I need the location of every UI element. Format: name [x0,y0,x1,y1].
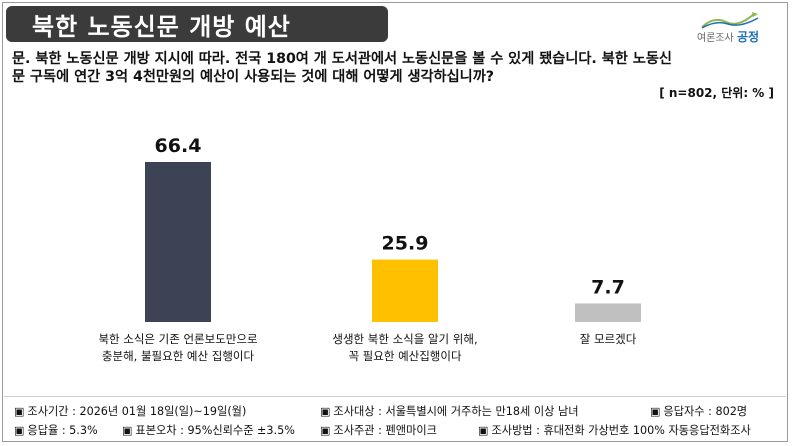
page-title: 북한 노동신문 개방 예산 [32,12,291,41]
question-text: 문. 북한 노동신문 개방 지시에 따라. 전국 180여 개 도서관에서 노동… [12,50,782,86]
bullet-icon: ▣ [122,424,133,437]
footer-method: ▣ 조사방법 : 휴대전화 가상번호 100% 자동응답전화조사 [478,422,751,438]
bullet-icon: ▣ [478,424,489,437]
question-line-2: 문 구독에 연간 3억 4천만원의 예산이 사용되는 것에 대해 어떻게 생각하… [12,69,494,85]
logo-small-text: 여론조사 [696,33,734,44]
logo-wave-icon [701,12,759,29]
question-line-1: 문. 북한 노동신문 개방 지시에 따라. 전국 180여 개 도서관에서 노동… [12,51,672,67]
bar-3 [575,303,641,322]
bullet-icon: ▣ [14,405,25,418]
data-label-1: 66.4 [155,135,202,157]
survey-target-text: 조사대상 : 서울특별시에 거주하는 만18세 이상 남녀 [333,405,579,418]
survey-period-text: 조사기간 : 2026년 01월 18일(일)~19일(월) [27,405,247,418]
footer-sponsor: ▣ 조사주관 : 펜앤마이크 [320,422,437,438]
footer-sampling-error: ▣ 표본오차 : 95%신뢰수준 ±3.5% [122,422,295,438]
method-text: 조사방법 : 휴대전화 가상번호 100% 자동응답전화조사 [491,424,751,437]
response-rate-text: 응답율 : 5.3% [27,424,98,437]
data-label-3: 7.7 [591,276,625,298]
respondents-text: 응답자수 : 802명 [663,405,748,418]
footer-response-rate: ▣ 응답율 : 5.3% [14,422,98,438]
sponsor-text: 조사주관 : 펜앤마이크 [333,424,437,437]
footer-respondents: ▣ 응답자수 : 802명 [650,403,747,419]
title-banner: 북한 노동신문 개방 예산 [6,6,388,42]
bullet-icon: ▣ [14,424,25,437]
bar-2 [372,259,438,322]
data-label-2: 25.9 [382,233,429,255]
chart-frame [2,2,788,442]
sample-unit-note: [ n=802, 단위: % ] [659,86,774,100]
category-label-1-line-1: 북한 소식은 기존 언론보도만으로 [98,332,257,346]
category-label-2-line-2: 꼭 필요한 예산집행이다 [348,349,462,363]
logo-brand-text: 공정 [736,30,760,44]
pollster-logo: 여론조사 공정 [688,10,768,44]
bullet-icon: ▣ [320,405,331,418]
category-label-2-line-1: 생생한 북한 소식을 알기 위해, [332,332,477,346]
sampling-error-text: 표본오차 : 95%신뢰수준 ±3.5% [135,424,295,437]
footer-divider [4,396,786,397]
category-label-3-line-1: 잘 모르겠다 [580,332,637,346]
category-label-1-line-2: 충분해, 불필요한 예산 집행이다 [102,349,255,363]
footer-survey-period: ▣ 조사기간 : 2026년 01월 18일(일)~19일(월) [14,403,246,419]
bullet-icon: ▣ [650,405,661,418]
bullet-icon: ▣ [320,424,331,437]
logo-text: 여론조사 공정 [688,28,768,45]
bar-1 [145,162,211,322]
footer-survey-target: ▣ 조사대상 : 서울특별시에 거주하는 만18세 이상 남녀 [320,403,579,419]
